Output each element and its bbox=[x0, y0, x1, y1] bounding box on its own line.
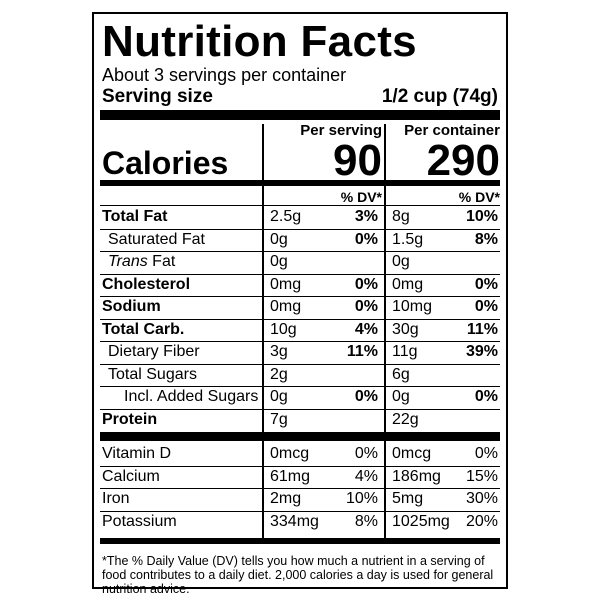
container-amount: 1025mg bbox=[392, 512, 450, 530]
container-amount: 5mg bbox=[392, 490, 424, 507]
row-divider bbox=[100, 465, 500, 467]
serving-amount: 0mcg bbox=[270, 445, 310, 462]
serving-amount: 334mg bbox=[270, 512, 319, 530]
serving-amount: 0g bbox=[270, 253, 288, 270]
vitamin-name: Vitamin D bbox=[102, 445, 172, 462]
container-dv: 0% bbox=[474, 445, 498, 462]
nutrient-name-rest: Fat bbox=[147, 253, 176, 270]
column-divider-serving bbox=[262, 124, 264, 544]
servings-per-container: About 3 servings per container bbox=[102, 65, 347, 85]
serving-dv: 4% bbox=[354, 320, 378, 338]
container-amount: 8g bbox=[392, 208, 410, 225]
container-amount: 186mg bbox=[392, 467, 441, 485]
serving-dv: 0% bbox=[354, 388, 378, 405]
serving-amount: 0mg bbox=[270, 298, 302, 315]
calories-per-container: 290 bbox=[426, 136, 500, 185]
container-amount: 30g bbox=[392, 320, 419, 338]
medium-divider-footnote bbox=[100, 538, 500, 544]
row-divider bbox=[100, 386, 500, 387]
calories-per-serving: 90 bbox=[333, 136, 382, 185]
container-amount: 1.5g bbox=[392, 230, 424, 248]
serving-dv: 0% bbox=[354, 445, 378, 462]
container-amount: 10mg bbox=[392, 298, 433, 315]
thick-divider-top bbox=[100, 110, 500, 120]
serving-dv: 3% bbox=[354, 208, 378, 225]
serving-dv: 10% bbox=[345, 490, 378, 507]
container-dv: 10% bbox=[465, 208, 498, 225]
column-divider-container bbox=[384, 124, 386, 544]
dv-header-serving: % DV* bbox=[340, 189, 382, 205]
dv-header-container: % DV* bbox=[458, 189, 500, 205]
calories-label: Calories bbox=[102, 145, 229, 181]
serving-amount: 0g bbox=[270, 230, 288, 248]
nutrient-name: Cholesterol bbox=[102, 275, 191, 293]
row-divider bbox=[100, 205, 500, 206]
footnote: *The % Daily Value (DV) tells you how mu… bbox=[102, 554, 494, 596]
nutrient-name: Total Sugars bbox=[108, 365, 197, 383]
container-dv: 39% bbox=[465, 343, 498, 360]
container-dv: 0% bbox=[474, 388, 498, 405]
nutrient-name: Sodium bbox=[102, 298, 161, 315]
serving-amount: 10g bbox=[270, 320, 297, 338]
row-divider bbox=[100, 273, 500, 275]
row-divider bbox=[100, 228, 500, 230]
thick-divider-vitamins bbox=[100, 432, 500, 441]
container-amount: 0mcg bbox=[392, 445, 432, 462]
container-dv: 30% bbox=[465, 490, 498, 507]
row-divider bbox=[100, 510, 500, 512]
container-dv: 20% bbox=[465, 512, 498, 530]
serving-amount: 2mg bbox=[270, 490, 302, 507]
row-divider bbox=[100, 488, 500, 489]
serving-amount: 61mg bbox=[270, 467, 311, 485]
container-amount: 6g bbox=[392, 365, 410, 383]
nutrient-name-italic: Trans bbox=[108, 253, 148, 270]
container-amount: 0g bbox=[392, 388, 410, 405]
serving-dv: 4% bbox=[354, 467, 378, 485]
nutrient-name: Protein bbox=[102, 410, 158, 428]
container-dv: 11% bbox=[466, 320, 498, 338]
container-dv: 0% bbox=[474, 298, 498, 315]
vitamin-name: Potassium bbox=[102, 512, 177, 530]
serving-amount: 2g bbox=[270, 365, 288, 383]
container-dv: 0% bbox=[474, 275, 498, 293]
serving-size-label: Serving size bbox=[102, 86, 213, 107]
serving-dv: 11% bbox=[346, 343, 378, 360]
nutrient-name: Total Fat bbox=[102, 208, 168, 225]
row-divider bbox=[100, 296, 500, 297]
serving-dv: 8% bbox=[354, 512, 378, 530]
serving-dv: 0% bbox=[354, 298, 378, 315]
row-divider bbox=[100, 408, 500, 410]
nutrient-name: Dietary Fiber bbox=[108, 343, 200, 360]
serving-amount: 3g bbox=[270, 343, 288, 360]
row-divider bbox=[100, 341, 500, 342]
per-serving-header: Per serving bbox=[300, 122, 382, 139]
per-container-header: Per container bbox=[404, 122, 500, 139]
row-divider bbox=[100, 363, 500, 365]
container-amount: 11g bbox=[392, 343, 418, 360]
container-dv: 8% bbox=[474, 230, 498, 248]
serving-amount: 0mg bbox=[270, 275, 302, 293]
nutrition-label: Nutrition Facts About 3 servings per con… bbox=[92, 12, 508, 596]
vitamin-name: Iron bbox=[102, 490, 130, 507]
serving-size-value: 1/2 cup (74g) bbox=[381, 86, 498, 107]
nutrient-name: Total Carb. bbox=[102, 320, 185, 338]
label-title: Nutrition Facts bbox=[102, 17, 417, 66]
nutrient-name: Trans Fat bbox=[108, 251, 175, 273]
row-divider bbox=[100, 251, 500, 252]
container-amount: 22g bbox=[392, 410, 419, 428]
serving-amount: 7g bbox=[270, 410, 288, 428]
serving-dv: 0% bbox=[354, 275, 378, 293]
container-dv: 15% bbox=[465, 467, 498, 485]
serving-amount: 2.5g bbox=[270, 208, 302, 225]
row-divider bbox=[100, 318, 500, 320]
serving-amount: 0g bbox=[270, 388, 288, 405]
nutrient-name: Incl. Added Sugars bbox=[124, 388, 259, 405]
serving-dv: 0% bbox=[354, 230, 378, 248]
nutrient-name: Saturated Fat bbox=[108, 230, 205, 248]
container-amount: 0g bbox=[392, 253, 410, 270]
container-amount: 0mg bbox=[392, 275, 424, 293]
vitamin-name: Calcium bbox=[102, 467, 160, 485]
medium-divider-calories bbox=[100, 180, 500, 186]
